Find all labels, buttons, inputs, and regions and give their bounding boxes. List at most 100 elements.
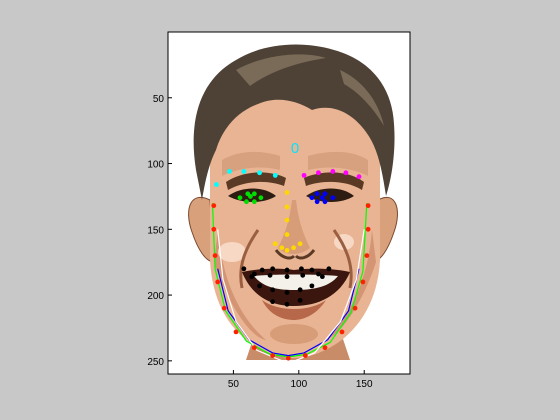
landmark-eyebrow-left [330,169,336,174]
lower-lip [262,300,326,320]
right-ear [188,196,215,263]
landmark-eye-left [309,195,315,201]
landmark-eyebrow-left [343,170,349,176]
y-tick-label: 150 [147,225,164,236]
landmark-mouth [284,267,290,273]
smile-line-right [239,229,260,289]
contour-line-2 [217,229,365,365]
landmark-jaw [212,253,218,259]
landmark-mouth [241,266,247,272]
landmark-mouth [284,301,290,307]
landmark-eyebrow-right [227,169,232,174]
landmark-eye-left [319,195,325,201]
left-eyebrow-shape [304,172,364,190]
landmark-jaw [270,353,276,358]
landmark-jaw [233,329,239,335]
landmark-eyebrow-left [356,174,362,180]
landmark-jaw [251,345,257,351]
landmark-nose [291,245,296,251]
landmark-jaw [211,226,217,232]
teeth [254,274,338,290]
landmark-mouth [270,287,276,293]
landmark-jaw [365,203,371,209]
right-eyebrow-shape [226,172,286,190]
landmark-mouth [297,297,303,303]
smile-line-left [332,229,353,289]
landmark-eye-left [322,191,328,197]
landmark-nose [284,204,290,210]
forehead-shade-2 [308,151,368,176]
cheek-shadow-left [324,230,376,340]
landmark-eye-right [251,199,257,205]
x-axis-ticks: 50 100 150 [228,370,373,390]
landmark-mouth [309,267,315,273]
x-tick-label: 150 [356,379,373,390]
landmark-eyebrow-left [301,172,307,178]
landmark-eye-left [314,191,320,197]
landmark-eye-right [244,199,249,205]
landmark-eye-left [314,199,320,205]
hair-highlight [236,54,326,86]
annotation-label: 0 [291,140,299,157]
landmark-eye-right [251,191,257,197]
landmark-mouth [284,274,290,280]
landmark-eye-left [330,195,336,201]
landmark-jaw [302,353,308,358]
landmark-nose [284,232,290,237]
landmark-mouth [316,271,321,277]
hair-highlight-2 [340,70,384,126]
landmark-mouth [319,274,325,280]
landmark-points [211,169,371,361]
y-tick-label: 200 [147,291,164,302]
landmark-jaw [215,279,221,285]
axes-frame [167,31,411,375]
landmark-eyebrow-left [316,170,321,176]
landmark-eye-right [248,194,253,199]
landmark-jaw [360,279,366,285]
landmark-eyebrow-right [272,172,278,178]
landmark-mouth [257,283,262,289]
landmark-eye-right [237,195,243,201]
landmark-mouth [300,272,306,278]
landmark-mouth [267,272,273,278]
landmark-eye-right [258,195,264,201]
y-tick-label: 250 [147,357,164,368]
y-axis-ticks: 50 100 150 200 250 [147,94,172,368]
landmark-mouth [297,287,303,293]
y-tick-label: 50 [153,94,165,105]
landmark-jaw [339,329,345,335]
landmark-nose [272,241,278,247]
landmark-mouth [326,266,332,272]
landmark-nose [284,217,290,223]
landmark-mouth [299,266,304,272]
chin-shade [270,324,318,344]
landmark-jaw [364,253,370,259]
landmark-mouth [259,267,265,273]
forehead-shade [222,151,280,176]
nostrils [274,249,316,260]
y-tick-label: 100 [147,160,164,171]
axes: 0 50 100 150 50 100 150 200 250 [147,31,411,390]
landmark-jaw [365,226,371,232]
nose-shape [278,200,310,254]
landmark-jaw [221,305,227,311]
landmark-mouth [284,290,290,295]
face-image [188,44,398,360]
landmark-eye-left [322,199,328,205]
landmark-eyebrow-right [257,170,262,176]
landmark-nose [297,241,303,247]
landmark-jaw [322,345,328,351]
landmark-eyebrow-right [214,182,219,187]
landmark-mouth [270,299,276,305]
x-tick-label: 100 [290,379,307,390]
x-tick-label: 50 [228,379,240,390]
landmark-nose [284,190,290,195]
landmark-mouth [309,283,315,289]
landmark-jaw [352,305,358,311]
landmark-mouth [251,271,257,277]
landmark-nose [284,247,290,253]
landmark-mouth [270,266,276,272]
landmark-nose [279,245,285,251]
landmark-jaw [285,355,291,361]
